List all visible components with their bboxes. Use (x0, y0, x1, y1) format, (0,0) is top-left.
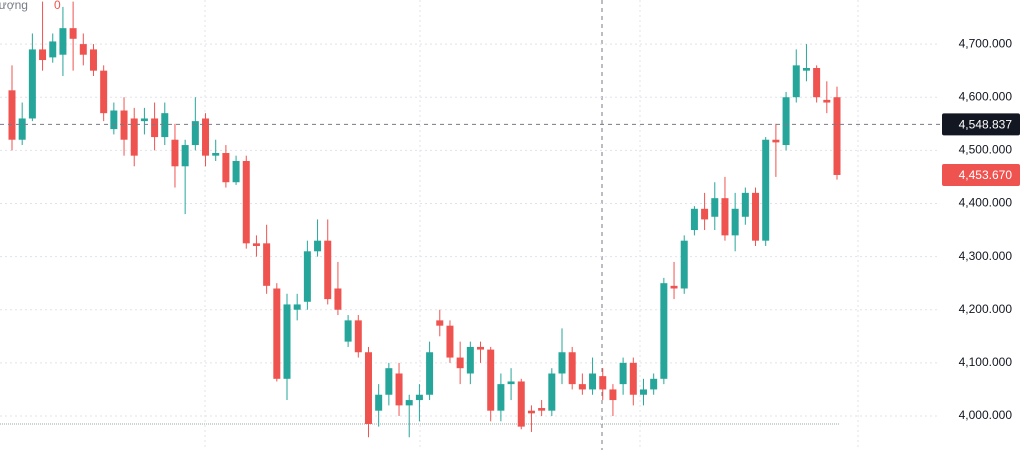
candle-body (517, 381, 525, 427)
candle-body (151, 118, 159, 138)
candle-body (660, 283, 668, 379)
candle-body (273, 288, 281, 379)
candle-body (303, 251, 311, 302)
last-price-label: 4,453.670 (959, 168, 1013, 182)
candle-body (120, 110, 128, 140)
y-tick-label: 4,600.000 (959, 89, 1013, 103)
candle-body (202, 118, 210, 156)
candle-body (212, 153, 220, 156)
crosshair-label: 4,548.837 (959, 118, 1013, 132)
candle-body (802, 68, 810, 71)
candle-body (762, 139, 770, 241)
candle-body (130, 118, 138, 156)
candle-body (609, 389, 617, 401)
candle-body (456, 357, 464, 369)
candle-body (395, 373, 403, 406)
candle-body (28, 49, 36, 119)
candle-body (263, 243, 271, 286)
candle-body (823, 99, 831, 103)
y-tick-label: 4,100.000 (959, 355, 1013, 369)
candle-body (89, 49, 97, 71)
candle-body (701, 208, 709, 220)
candle-body (181, 145, 189, 167)
last-price-box (942, 163, 1020, 186)
candle-body (242, 160, 250, 244)
candle-body (527, 410, 535, 414)
candle-body (405, 400, 413, 406)
candle-body (711, 198, 719, 217)
y-tick-label: 4,700.000 (959, 36, 1013, 50)
candle-body (49, 41, 57, 58)
candle-body (792, 65, 800, 98)
candle-body (772, 139, 780, 143)
candle-body (639, 389, 647, 395)
candle-body (314, 240, 322, 252)
candle-body (731, 208, 739, 236)
candle-body (69, 28, 77, 39)
candle-body (364, 352, 372, 424)
candle-body (324, 240, 332, 300)
candle-body (293, 304, 301, 310)
y-tick-label: 4,200.000 (959, 302, 1013, 316)
candle-body (222, 153, 230, 183)
candle-body (507, 381, 515, 385)
candle-body (79, 44, 87, 55)
candle-body (599, 376, 607, 390)
candle-body (813, 68, 821, 98)
crosshair-label-box (942, 113, 1020, 136)
candle-body (140, 118, 148, 122)
candle-body (629, 362, 637, 395)
candle-body (741, 192, 749, 217)
candle-body (690, 208, 698, 231)
candle-body (8, 90, 16, 140)
candle-body (334, 288, 342, 310)
candle-body (477, 346, 485, 350)
candle-body (354, 320, 362, 353)
candle-body (252, 243, 260, 246)
candle-body (833, 97, 841, 175)
candle-body (415, 394, 423, 401)
candle-body (752, 192, 760, 241)
candle-body (283, 304, 291, 379)
candle-body (39, 49, 47, 61)
y-tick-label: 4,300.000 (959, 249, 1013, 263)
candle-body (497, 384, 505, 411)
candle-body (161, 113, 169, 138)
candle-body (548, 373, 556, 411)
candle-body (436, 320, 444, 326)
y-tick-label: 4,400.000 (959, 196, 1013, 210)
legend-label: lượng (0, 0, 28, 12)
candle-body (110, 110, 118, 130)
candle-body (466, 346, 474, 374)
candle-body (344, 320, 352, 342)
candle-body (670, 285, 678, 289)
candle-body (18, 118, 26, 140)
candle-body (100, 70, 108, 114)
y-tick-label: 4,500.000 (959, 143, 1013, 157)
candle-body (487, 349, 495, 411)
candle-body (232, 160, 240, 183)
candle-body (59, 28, 67, 55)
candle-body (191, 121, 199, 146)
candle-body (568, 352, 576, 385)
candle-body (650, 378, 658, 390)
candle-body (446, 325, 454, 358)
candle-body (589, 373, 597, 390)
candle-body (619, 362, 627, 385)
y-tick-label: 4,000.000 (959, 408, 1013, 422)
candle-body (538, 408, 546, 411)
candle-body (680, 240, 688, 289)
candle-body (558, 352, 566, 374)
candle-body (426, 352, 434, 395)
candle-body (171, 139, 179, 167)
legend-value: 0 (54, 0, 61, 12)
candle-body (721, 198, 729, 236)
candle-body (578, 384, 586, 390)
candle-body (385, 368, 393, 395)
candle-body (375, 394, 383, 411)
candle-body (782, 97, 790, 146)
